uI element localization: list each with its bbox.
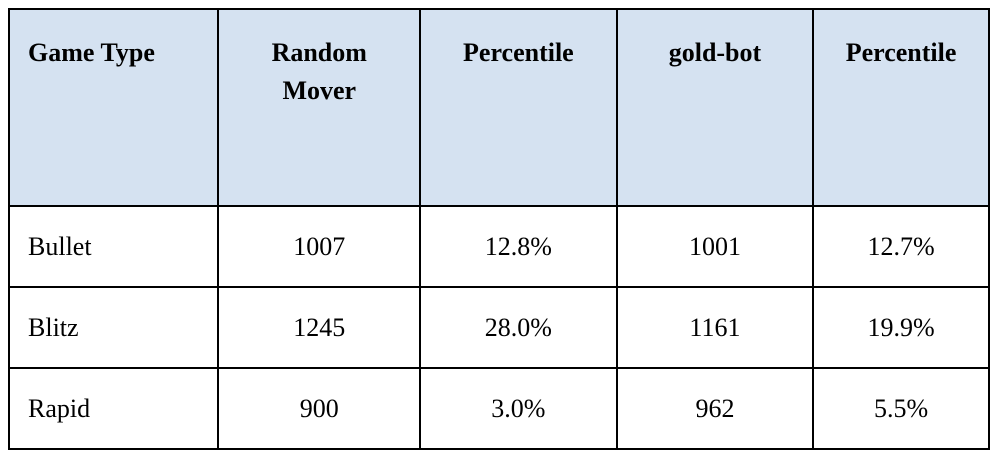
table-cell: Blitz <box>7 286 220 369</box>
table-cell: Bullet <box>7 205 220 288</box>
header-cell: gold-bot <box>615 8 815 207</box>
header-cell: Random Mover <box>217 8 422 207</box>
table-cell: 1007 <box>217 205 422 288</box>
table-body: Bullet 1007 12.8% 1001 12.7% Blitz 1245 28.0% 11… <box>7 205 990 450</box>
table-cell: 900 <box>217 367 422 450</box>
table-cell: 3.0% <box>419 367 618 450</box>
header-cell: Percentile <box>812 8 990 207</box>
table-cell: 19.9% <box>812 286 990 369</box>
table-cell: 1161 <box>615 286 815 369</box>
table-cell: 1245 <box>217 286 422 369</box>
table-cell: 962 <box>615 367 815 450</box>
table-row: Bullet 1007 12.8% 1001 12.7% <box>7 205 990 288</box>
table-cell: 28.0% <box>419 286 618 369</box>
table-row: Blitz 1245 28.0% 1161 19.9% <box>7 286 990 369</box>
table-cell: 12.8% <box>419 205 618 288</box>
table-row: Rapid 900 3.0% 962 5.5% <box>7 367 990 450</box>
table-cell: 5.5% <box>812 367 990 450</box>
header-cell: Percentile <box>419 8 618 207</box>
table-cell: 1001 <box>615 205 815 288</box>
table-cell: 12.7% <box>812 205 990 288</box>
header-text: Random Mover <box>271 38 367 105</box>
table-cell: Rapid <box>7 367 220 450</box>
header-cell: Game Type <box>7 8 220 207</box>
ratings-table: Game Type Random Mover Percentile gold-b… <box>7 8 990 450</box>
header-row: Game Type Random Mover Percentile gold-b… <box>7 8 990 207</box>
page: {"table": { "header": ["Game Type", "Ran… <box>7 8 990 450</box>
